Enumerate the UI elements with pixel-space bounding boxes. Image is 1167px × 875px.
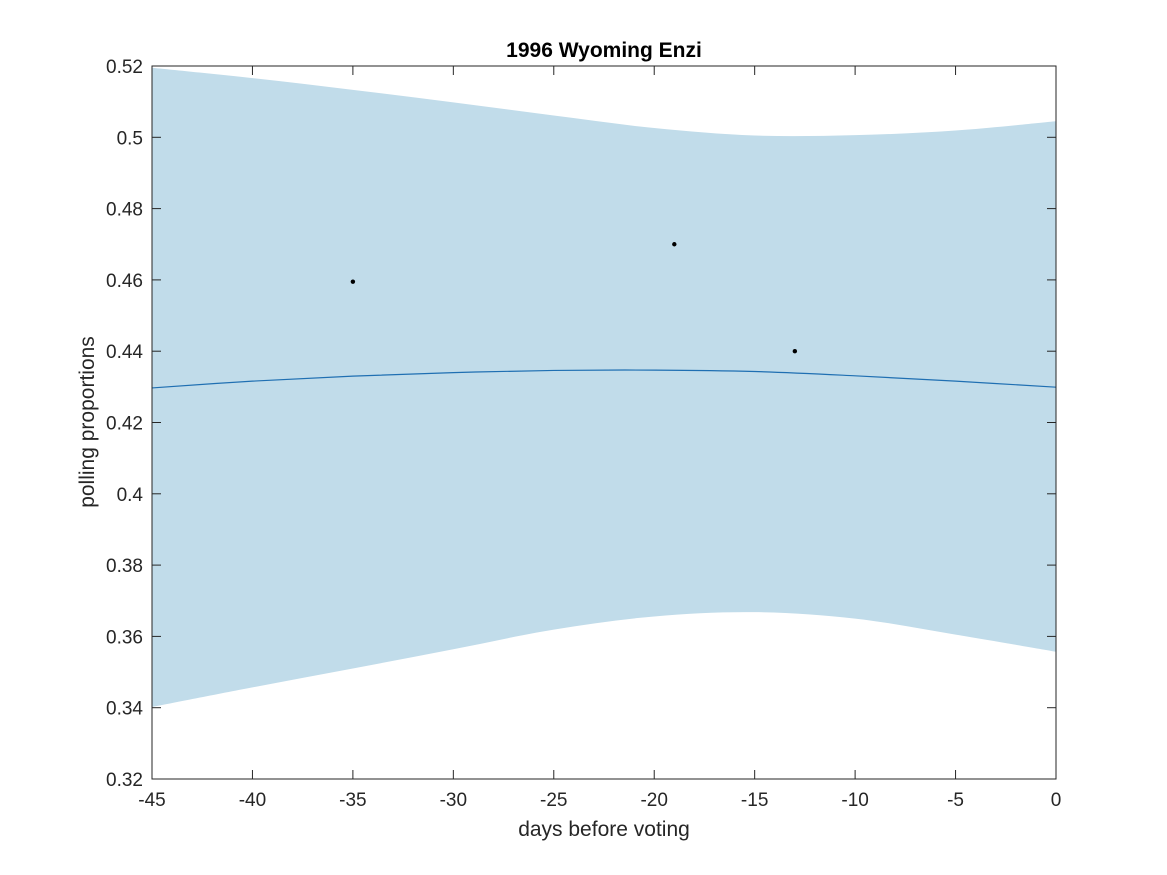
x-tick-labels: -45 -40 -35 -30 -25 -20 -15 -10 -5 0 (138, 790, 1061, 811)
x-tick-label: 0 (1051, 790, 1062, 811)
x-tick-label: -25 (540, 790, 567, 811)
y-tick-label: 0.32 (106, 770, 143, 791)
y-tick-label: 0.38 (106, 556, 143, 577)
confidence-band (152, 67, 1056, 707)
x-tick-label: -40 (239, 790, 266, 811)
y-tick-label: 0.36 (106, 627, 143, 648)
x-tick-label: -35 (339, 790, 366, 811)
y-tick-label: 0.48 (106, 200, 143, 221)
y-tick-label: 0.52 (106, 57, 143, 78)
x-tick-label: -20 (640, 790, 667, 811)
y-tick-label: 0.44 (106, 342, 143, 363)
x-tick-label: -45 (138, 790, 165, 811)
x-axis-label: days before voting (518, 818, 690, 841)
x-tick-label: -10 (841, 790, 868, 811)
x-tick-label: -15 (741, 790, 768, 811)
y-tick-label: 0.4 (117, 485, 144, 506)
y-axis-label: polling proportions (76, 336, 99, 508)
axes (151, 65, 1057, 780)
poll-point (350, 279, 356, 284)
chart-title: 1996 Wyoming Enzi (506, 39, 702, 62)
plot-area (151, 66, 1057, 779)
y-tick-label: 0.42 (106, 414, 143, 435)
y-tick-label: 0.46 (106, 271, 143, 292)
y-tick-label: 0.34 (106, 699, 143, 720)
x-tick-label: -30 (440, 790, 467, 811)
poll-point (672, 242, 677, 247)
y-tick-label: 0.5 (117, 128, 143, 149)
poll-point (792, 349, 798, 354)
y-tick-labels: 0.32 0.34 0.36 0.38 0.4 0.42 0.44 0.46 0.48 0.5 0.… (106, 57, 143, 791)
x-tick-label: -5 (947, 790, 964, 811)
mean-line (151, 369, 1057, 389)
